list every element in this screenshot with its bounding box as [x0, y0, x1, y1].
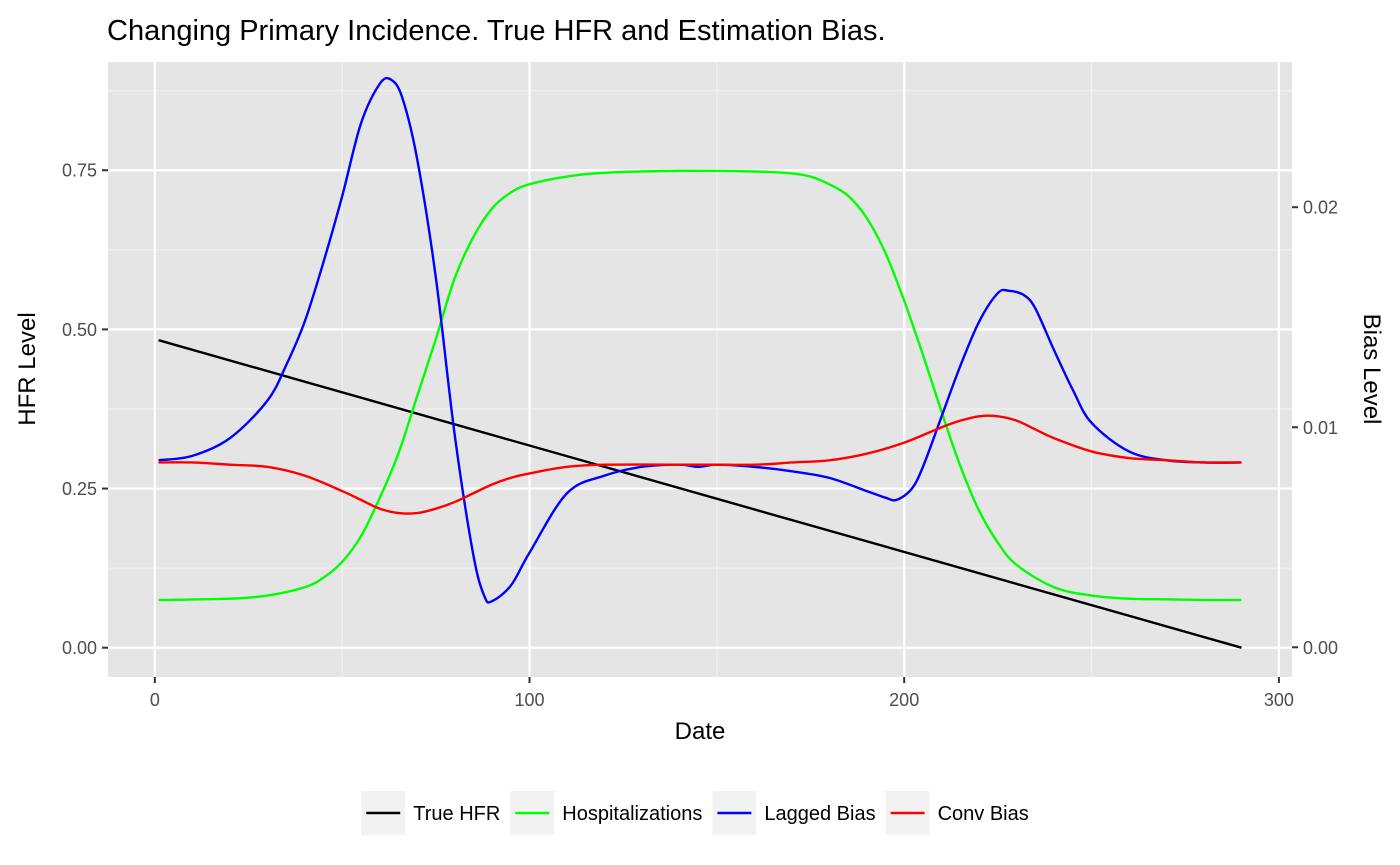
- series-line-hospitalizations: [158, 169, 1242, 602]
- x-tick-label: 200: [889, 690, 919, 710]
- grid-major: [108, 62, 1292, 677]
- y-tick-label: 0.50: [62, 320, 97, 340]
- y2-tick-label: 0.02: [1303, 198, 1338, 218]
- legend-item-conv-bias: Conv Bias: [885, 791, 1029, 835]
- x-tick-label: 300: [1264, 690, 1294, 710]
- y2-axis-title: Bias Level: [1358, 314, 1385, 425]
- legend-item-hospitalizations: Hospitalizations: [510, 791, 702, 835]
- plot-panel: [108, 62, 1292, 677]
- axes-layer: 0 100 200 300 0.00 0.25 0.50 0.75 0.00 0.01 0.02: [62, 161, 1338, 710]
- x-tick-label: 100: [514, 690, 544, 710]
- y-tick-label: 0.00: [62, 638, 97, 658]
- series-line-conv-bias: [158, 414, 1242, 515]
- chart-title: Changing Primary Incidence. True HFR and…: [107, 15, 886, 47]
- grid-minor: [108, 62, 1292, 677]
- x-tick-label: 0: [150, 690, 160, 710]
- y2-tick-label: 0.01: [1303, 418, 1338, 438]
- series-layer: [158, 76, 1242, 649]
- legend-label: Lagged Bias: [764, 803, 875, 825]
- legend-item-true-hfr: True HFR: [361, 791, 500, 835]
- legend-item-lagged-bias: Lagged Bias: [712, 791, 876, 835]
- series-line-true-hfr: [158, 339, 1242, 649]
- x-axis-title: Date: [675, 718, 726, 745]
- legend-label: True HFR: [413, 803, 500, 825]
- y2-tick-label: 0.00: [1303, 638, 1338, 658]
- y-axis-title: HFR Level: [14, 312, 41, 425]
- y-tick-label: 0.75: [62, 161, 97, 181]
- legend-label: Conv Bias: [938, 803, 1029, 825]
- legend-label: Hospitalizations: [562, 803, 702, 825]
- y-tick-label: 0.25: [62, 479, 97, 499]
- legend: True HFR Hospitalizations Lagged Bias Conv …: [361, 791, 1029, 835]
